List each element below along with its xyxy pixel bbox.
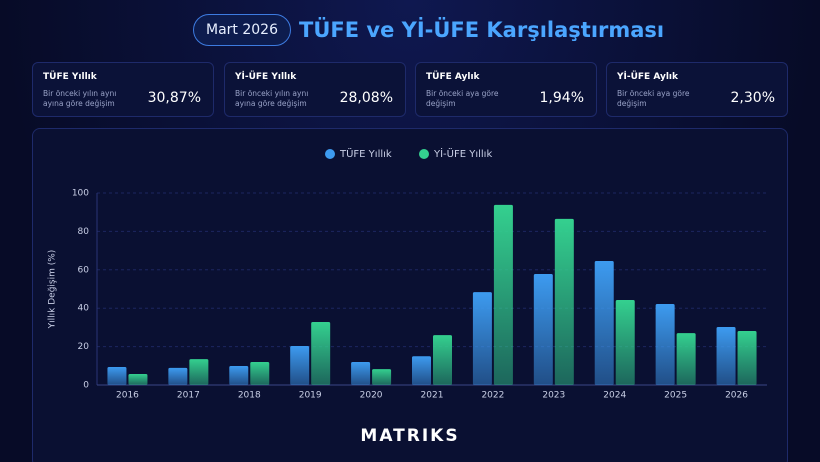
x-tick-label: 2016 [116,391,139,401]
page-title: TÜFE ve Yİ-ÜFE Karşılaştırması [299,18,665,42]
bar [594,260,614,385]
bar [737,331,757,385]
x-tick-label: 2019 [299,391,322,401]
card-value: 2,30% [730,90,775,106]
card-value: 1,94% [539,90,584,106]
bar [615,299,635,385]
y-tick-label: 100 [72,189,89,199]
legend-marker [419,149,429,159]
card-title: Yİ-ÜFE Aylık [617,72,679,82]
card-description: Bir önceki yılın aynı ayına göre değişim [235,89,309,108]
y-tick-label: 40 [78,304,90,314]
date-badge: Mart 2026 [193,14,291,46]
y-tick-label: 0 [83,381,89,391]
bar [372,369,392,385]
legend-label: Yİ-ÜFE Yıllık [433,147,492,160]
bar [229,365,249,385]
bar [554,218,574,385]
bar [168,367,188,385]
legend-marker [325,149,335,159]
bar [433,335,452,385]
bar [107,366,127,385]
legend-label: TÜFE Yıllık [339,147,392,160]
stat-card: TÜFE Yıllık Bir önceki yılın aynı ayına g… [32,62,214,117]
x-tick-label: 2025 [664,391,687,401]
bar [493,204,513,385]
bar [676,333,696,385]
bar [250,361,270,385]
x-tick-label: 2021 [421,391,444,401]
y-axis-label: Yıllık Değişim (%) [48,250,58,330]
bar [533,274,553,385]
x-tick-label: 2024 [603,391,626,401]
bar [311,322,331,385]
y-tick-label: 80 [78,227,90,237]
x-tick-label: 2022 [481,391,504,401]
card-description: Bir önceki yılın aynı ayına göre değişim [43,89,117,108]
bar [655,303,675,385]
y-tick-label: 60 [78,265,90,275]
x-tick-label: 2020 [360,391,383,401]
card-description: Bir önceki aya göre değişim [617,89,690,108]
card-title: Yİ-ÜFE Yıllık [235,72,297,82]
x-tick-label: 2018 [238,391,261,401]
x-tick-label: 2017 [177,391,200,401]
x-tick-label: 2023 [542,391,565,401]
logo: MATRIKS [360,426,460,446]
bar [128,374,148,385]
card-value: 28,08% [339,90,393,106]
x-tick-label: 2026 [725,391,748,401]
bar [189,359,209,385]
stat-card: TÜFE Aylık Bir önceki aya göre değişim 1,9… [415,62,597,117]
bar [472,292,492,385]
bar [351,361,371,385]
card-title: TÜFE Yıllık [43,72,97,82]
chart-panel [32,128,788,462]
bar [716,327,736,385]
card-value: 30,87% [147,90,201,106]
card-title: TÜFE Aylık [426,72,480,82]
card-description: Bir önceki aya göre değişim [426,89,499,108]
y-tick-label: 20 [78,342,90,352]
stat-card: Yİ-ÜFE Yıllık Bir önceki yılın aynı ayına… [224,62,406,117]
stat-card: Yİ-ÜFE Aylık Bir önceki aya göre değişim 2… [606,62,788,117]
bar [412,356,431,385]
bar [290,346,310,385]
